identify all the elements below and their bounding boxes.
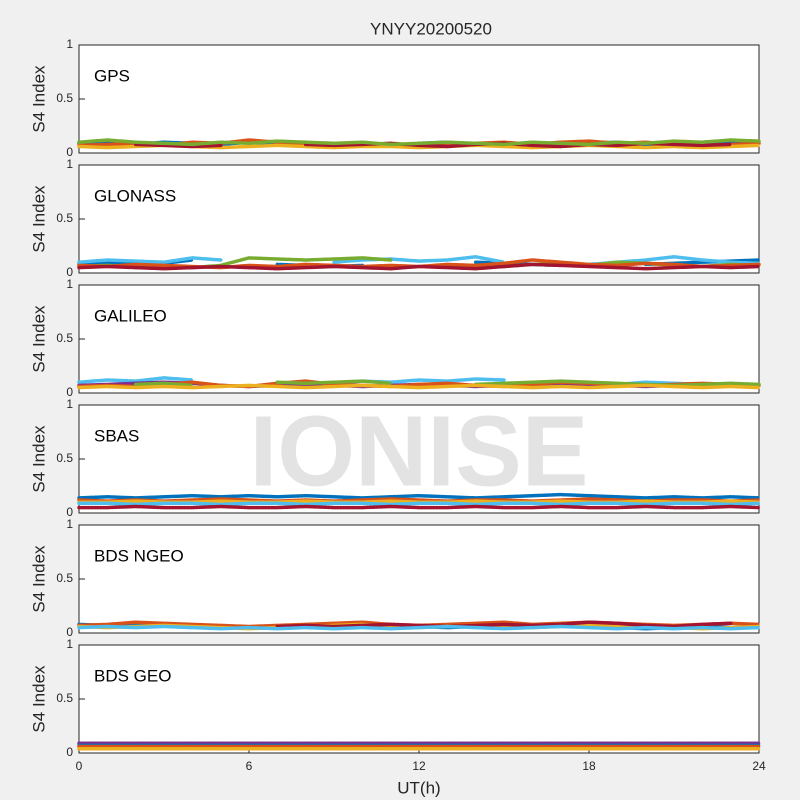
y-tick-label: 0 <box>66 745 73 759</box>
series-line <box>77 501 761 507</box>
x-axis-label: UT(h) <box>397 778 440 797</box>
watermark: IONISE <box>250 395 589 507</box>
panel-label: GLONASS <box>94 186 176 205</box>
series-line <box>77 383 761 390</box>
y-tick-label: 1 <box>66 37 73 51</box>
y-tick-label: 0 <box>66 625 73 639</box>
axes-background <box>79 165 759 273</box>
y-tick-label: 0 <box>66 385 73 399</box>
y-tick-label: 1 <box>66 277 73 291</box>
axes-background <box>79 45 759 153</box>
y-axis-label: S4 Index <box>29 65 48 133</box>
series-line <box>77 262 761 271</box>
series-line <box>275 620 733 629</box>
x-tick-label: 18 <box>582 759 596 773</box>
x-tick-label: 0 <box>76 759 83 773</box>
axes-background <box>79 645 759 753</box>
panel-label: BDS GEO <box>94 666 171 685</box>
panel-label: GALILEO <box>94 306 167 325</box>
panel-label: BDS NGEO <box>94 546 184 565</box>
y-tick-label: 0.5 <box>56 331 73 345</box>
y-tick-label: 0 <box>66 145 73 159</box>
series-line <box>77 138 761 147</box>
series-line <box>77 492 761 500</box>
series-line <box>77 504 761 510</box>
panels <box>79 45 759 753</box>
y-tick-label: 0 <box>66 505 73 519</box>
y-tick-label: 1 <box>66 517 73 531</box>
y-tick-label: 0.5 <box>56 571 73 585</box>
y-tick-label: 1 <box>66 157 73 171</box>
figure-title: YNYY20200520 <box>370 19 492 38</box>
y-tick-label: 0 <box>66 265 73 279</box>
series-line <box>77 624 761 631</box>
x-tick-label: 24 <box>752 759 766 773</box>
y-axis-label: S4 Index <box>29 305 48 373</box>
y-axis-label: S4 Index <box>29 185 48 253</box>
panel-label: SBAS <box>94 426 139 445</box>
y-tick-label: 0.5 <box>56 691 73 705</box>
y-tick-label: 0.5 <box>56 451 73 465</box>
y-tick-label: 0.5 <box>56 91 73 105</box>
axes-background <box>79 285 759 393</box>
y-tick-label: 1 <box>66 637 73 651</box>
series-line <box>133 379 761 388</box>
x-tick-label: 12 <box>412 759 426 773</box>
y-axis-label: S4 Index <box>29 665 48 733</box>
y-axis-label: S4 Index <box>29 545 48 613</box>
y-axis-label: S4 Index <box>29 425 48 493</box>
axes-background <box>79 525 759 633</box>
y-tick-label: 0.5 <box>56 211 73 225</box>
marks: 0 0.5 1 S4 Index GPS 0 0.5 1 S4 Index GLONASS 0 0.5… <box>29 37 766 797</box>
x-tick-label: 6 <box>246 759 253 773</box>
y-tick-label: 1 <box>66 397 73 411</box>
panel-label: GPS <box>94 66 130 85</box>
